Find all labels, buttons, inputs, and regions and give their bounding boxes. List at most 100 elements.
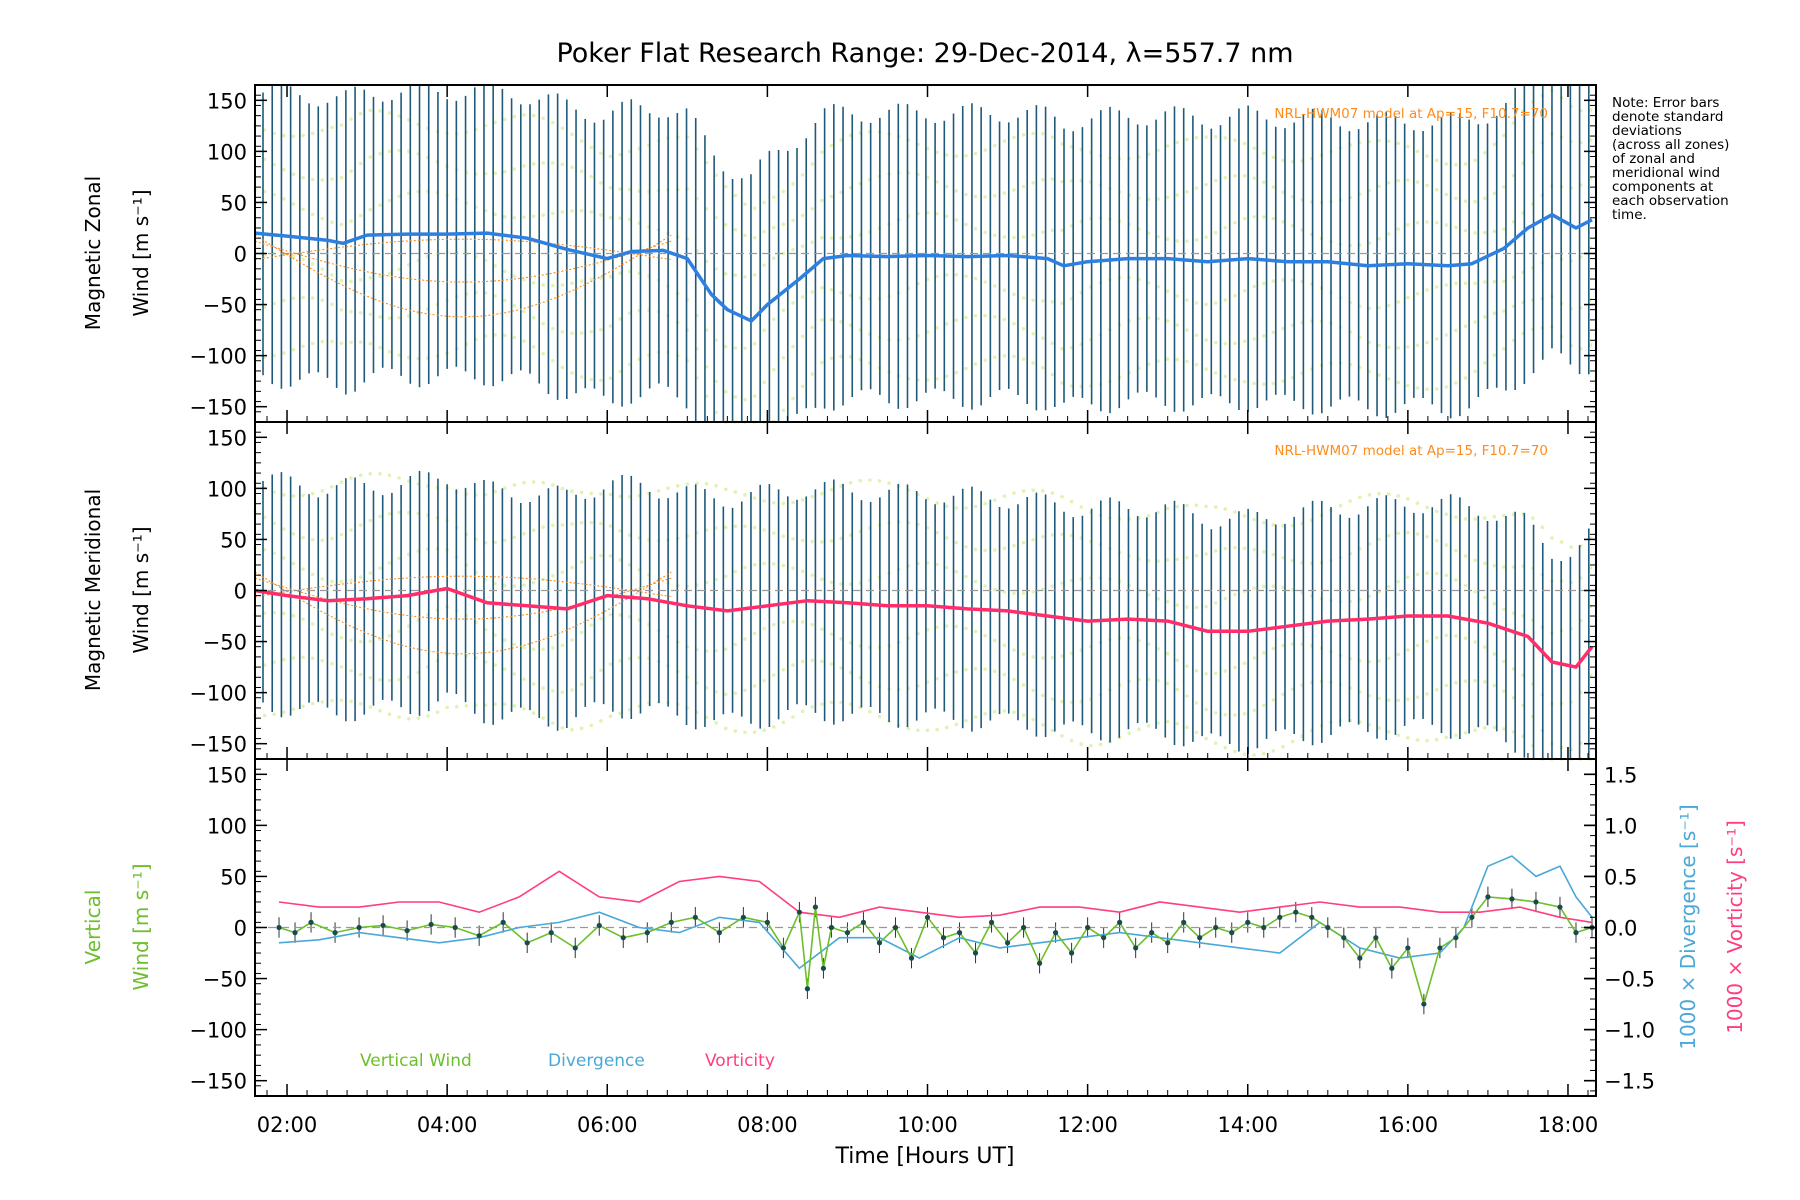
zone-point xyxy=(1040,131,1045,136)
zone-point xyxy=(983,148,987,152)
zone-point xyxy=(589,210,594,214)
zone-point xyxy=(1069,738,1074,743)
zone-point xyxy=(752,562,757,567)
zone-point xyxy=(1242,288,1247,293)
zone-point xyxy=(1377,726,1381,730)
zone-point xyxy=(291,532,296,536)
zone-point xyxy=(1012,677,1016,682)
zone-point xyxy=(1271,584,1276,588)
zone-point xyxy=(272,192,277,197)
zone-point xyxy=(301,257,305,262)
zone-point xyxy=(992,548,997,552)
zone-point xyxy=(330,698,334,703)
zone-point xyxy=(839,236,843,240)
zone-point xyxy=(906,726,911,731)
zone-point xyxy=(1261,180,1266,185)
zone-point xyxy=(800,709,805,714)
zone-point xyxy=(589,277,594,281)
zone-point xyxy=(1185,605,1189,609)
zone-point xyxy=(1415,343,1420,348)
zone-point xyxy=(944,153,949,157)
vertical-wind-point xyxy=(1293,909,1299,915)
zone-point xyxy=(1492,514,1497,519)
zone-point xyxy=(349,528,353,532)
zone-point xyxy=(877,479,882,483)
zone-point xyxy=(493,212,497,217)
zone-point xyxy=(1415,291,1420,296)
zone-point xyxy=(1482,645,1487,649)
zone-point xyxy=(493,633,497,637)
zone-point xyxy=(762,200,766,205)
zone-point xyxy=(762,263,766,267)
zone-point xyxy=(723,574,728,579)
model-curve xyxy=(254,575,672,598)
vertical-wind-point xyxy=(276,924,282,931)
zone-point xyxy=(1012,188,1016,192)
zone-point xyxy=(983,633,987,638)
zone-point xyxy=(1060,179,1064,184)
zone-point xyxy=(493,581,497,586)
zone-point xyxy=(1252,284,1256,289)
zone-point xyxy=(1444,162,1449,166)
zone-point xyxy=(589,520,594,525)
zone-point xyxy=(1156,148,1160,153)
zone-point xyxy=(829,143,834,148)
zone-point xyxy=(512,535,517,540)
zone-point xyxy=(771,562,776,566)
zone-point xyxy=(608,714,613,719)
zone-point xyxy=(829,356,834,361)
zone-point xyxy=(531,344,536,349)
zone-point xyxy=(282,351,286,355)
zone-point xyxy=(282,657,286,662)
zone-point xyxy=(1425,738,1429,743)
zone-point xyxy=(493,702,497,706)
zone-point xyxy=(358,311,363,315)
zone-point xyxy=(964,667,968,672)
zone-point xyxy=(973,362,978,366)
zone-point xyxy=(1098,742,1103,747)
zone-point xyxy=(531,682,536,686)
zone-point xyxy=(810,240,815,245)
zone-point xyxy=(502,638,507,642)
zone-point xyxy=(1271,749,1276,753)
zone-point xyxy=(531,711,536,715)
zone-point xyxy=(1386,303,1391,308)
zone-point xyxy=(1156,596,1160,601)
zone-point xyxy=(1012,292,1016,297)
zone-point xyxy=(608,376,613,380)
zone-point xyxy=(1233,510,1237,514)
y-tick-label: 100 xyxy=(207,140,247,164)
zone-point xyxy=(560,210,565,214)
zone-point xyxy=(1415,149,1420,154)
y2-tick-label: 1.5 xyxy=(1604,763,1637,787)
zone-point xyxy=(301,175,305,180)
zone-point xyxy=(1261,334,1266,338)
zone-point xyxy=(887,481,891,485)
zone-point xyxy=(973,226,978,231)
zone-point xyxy=(983,280,987,284)
zone-point xyxy=(1175,140,1180,145)
zone-point xyxy=(935,562,939,567)
zone-point xyxy=(1233,220,1237,225)
meridional-model-label: NRL-HWM07 model at Ap=15, F10.7=70 xyxy=(1274,443,1548,459)
zone-point xyxy=(1002,353,1007,358)
zone-point xyxy=(992,355,997,360)
zone-point xyxy=(397,476,401,480)
zone-point xyxy=(493,264,497,268)
zone-point xyxy=(973,547,978,552)
zone-point xyxy=(848,480,853,485)
zone-point xyxy=(733,642,738,647)
zone-point xyxy=(349,578,353,582)
zone-point xyxy=(1386,139,1391,144)
svg-text:time.: time. xyxy=(1612,207,1647,223)
zone-point xyxy=(1444,385,1449,389)
zone-point xyxy=(1482,726,1487,730)
zone-point xyxy=(714,690,718,694)
zone-point xyxy=(454,704,459,709)
vertical-wind-point xyxy=(428,921,434,928)
zone-point xyxy=(387,561,392,565)
zone-point xyxy=(291,613,296,618)
zone-point xyxy=(1194,668,1199,673)
zone-point xyxy=(762,678,766,683)
zone-point xyxy=(781,355,786,360)
